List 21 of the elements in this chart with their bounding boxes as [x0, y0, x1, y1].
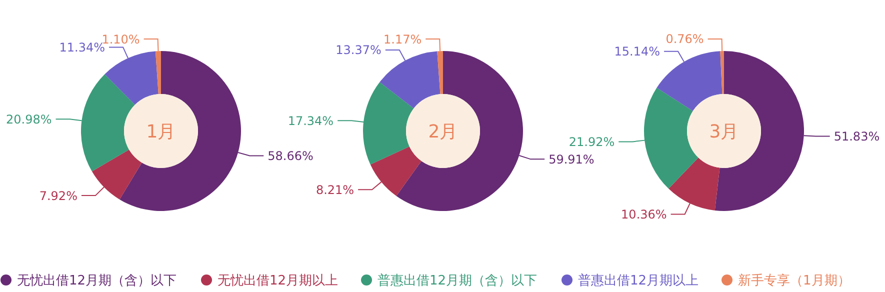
data-label: 10.36% [621, 207, 667, 222]
data-label: 59.91% [548, 152, 594, 166]
data-label: 1.17% [383, 32, 422, 46]
data-label: 15.14% [614, 44, 660, 59]
data-label: 21.92% [568, 134, 615, 149]
legend-label: 普惠出借12月期（含）以下 [378, 272, 538, 289]
data-label: 20.98% [6, 112, 52, 126]
slice-label: 1月 [146, 121, 176, 142]
legend-label: 无忧出借12月期（含）以下 [17, 274, 177, 289]
data-label: 0.76% [666, 32, 704, 46]
data-label: 17.34% [288, 114, 334, 128]
data-label: 8.21% [316, 182, 354, 197]
slice-label: 3月 [709, 121, 739, 142]
slice-label: 2月 [428, 121, 458, 142]
data-label: 7.92% [39, 188, 78, 203]
legend-label: 无忧出借12月期以上 [218, 274, 338, 289]
legend-label: 普惠出借12月期以上 [578, 272, 699, 289]
data-label: 58.66% [268, 148, 314, 163]
data-label: 51.83% [834, 129, 880, 144]
legend-label: 新手专享（1月期） [738, 272, 850, 289]
data-label: 13.37% [336, 43, 382, 58]
